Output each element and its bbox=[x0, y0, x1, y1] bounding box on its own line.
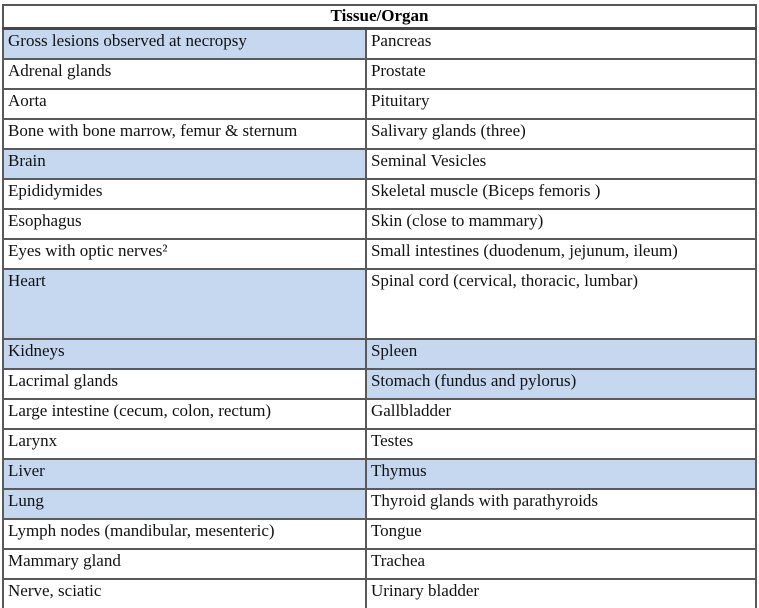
tissue-cell-left: Brain bbox=[2, 148, 367, 180]
table-row: Lymph nodes (mandibular, mesenteric) Ton… bbox=[2, 518, 758, 550]
table-row: Gross lesions observed at necropsy Pancr… bbox=[2, 27, 758, 60]
tissue-cell-left: Liver bbox=[2, 458, 367, 490]
tissue-cell-left: Aorta bbox=[2, 88, 367, 120]
table-row: Large intestine (cecum, colon, rectum) G… bbox=[2, 398, 758, 430]
tissue-cell-right: Prostate bbox=[364, 58, 758, 90]
tissue-cell-left: Bone with bone marrow, femur & sternum bbox=[2, 118, 367, 150]
table-row: Esophagus Skin (close to mammary) bbox=[2, 208, 758, 240]
tissue-cell-left: Adrenal glands bbox=[2, 58, 367, 90]
tissue-cell-right: Gallbladder bbox=[364, 398, 758, 430]
tissue-cell-left: Large intestine (cecum, colon, rectum) bbox=[2, 398, 367, 430]
table-row: Nerve, sciatic Urinary bladder bbox=[2, 578, 758, 608]
tissue-cell-left: Kidneys bbox=[2, 338, 367, 370]
table-row: Larynx Testes bbox=[2, 428, 758, 460]
table-row: Epididymides Skeletal muscle (Biceps fem… bbox=[2, 178, 758, 210]
tissue-cell-left: Esophagus bbox=[2, 208, 367, 240]
tissue-cell-left: Gross lesions observed at necropsy bbox=[2, 27, 367, 60]
tissue-cell-right: Pancreas bbox=[364, 27, 758, 60]
table-row: Heart Spinal cord (cervical, thoracic, l… bbox=[2, 268, 758, 340]
table-row: Brain Seminal Vesicles bbox=[2, 148, 758, 180]
tissue-organ-table: Tissue/Organ Gross lesions observed at n… bbox=[2, 4, 758, 608]
tissue-cell-right: Salivary glands (three) bbox=[364, 118, 758, 150]
table-row: Eyes with optic nerves² Small intestines… bbox=[2, 238, 758, 270]
tissue-cell-right: Tongue bbox=[364, 518, 758, 550]
table-title: Tissue/Organ bbox=[2, 4, 757, 30]
tissue-cell-left: Lymph nodes (mandibular, mesenteric) bbox=[2, 518, 367, 550]
tissue-cell-right: Testes bbox=[364, 428, 758, 460]
tissue-cell-left: Heart bbox=[2, 268, 367, 340]
table-row: Aorta Pituitary bbox=[2, 88, 758, 120]
table-row: Bone with bone marrow, femur & sternum S… bbox=[2, 118, 758, 150]
tissue-cell-right: Urinary bladder bbox=[364, 578, 758, 608]
table-row: Lacrimal glands Stomach (fundus and pylo… bbox=[2, 368, 758, 400]
tissue-cell-right: Trachea bbox=[364, 548, 758, 580]
tissue-cell-right: Skeletal muscle (Biceps femoris ) bbox=[364, 178, 758, 210]
tissue-cell-right: Skin (close to mammary) bbox=[364, 208, 758, 240]
tissue-cell-right: Stomach (fundus and pylorus) bbox=[364, 368, 758, 400]
tissue-cell-right: Thymus bbox=[364, 458, 758, 490]
table-row: Mammary gland Trachea bbox=[2, 548, 758, 580]
table-row: Lung Thyroid glands with parathyroids bbox=[2, 488, 758, 520]
tissue-cell-left: Lacrimal glands bbox=[2, 368, 367, 400]
tissue-cell-right: Spleen bbox=[364, 338, 758, 370]
tissue-cell-right: Pituitary bbox=[364, 88, 758, 120]
tissue-cell-left: Lung bbox=[2, 488, 367, 520]
table-row: Kidneys Spleen bbox=[2, 338, 758, 370]
tissue-cell-left: Mammary gland bbox=[2, 548, 367, 580]
tissue-cell-left: Larynx bbox=[2, 428, 367, 460]
tissue-cell-left: Eyes with optic nerves² bbox=[2, 238, 367, 270]
tissue-cell-right: Seminal Vesicles bbox=[364, 148, 758, 180]
tissue-cell-left: Epididymides bbox=[2, 178, 367, 210]
table-header: Tissue/Organ bbox=[2, 4, 757, 30]
table-body: Gross lesions observed at necropsy Pancr… bbox=[2, 27, 758, 608]
tissue-cell-right: Thyroid glands with parathyroids bbox=[364, 488, 758, 520]
header-row: Tissue/Organ bbox=[2, 4, 757, 30]
table-row: Adrenal glands Prostate bbox=[2, 58, 758, 90]
tissue-cell-right: Spinal cord (cervical, thoracic, lumbar) bbox=[364, 268, 758, 340]
tissue-cell-left: Nerve, sciatic bbox=[2, 578, 367, 608]
table-row: Liver Thymus bbox=[2, 458, 758, 490]
tissue-cell-right: Small intestines (duodenum, jejunum, ile… bbox=[364, 238, 758, 270]
